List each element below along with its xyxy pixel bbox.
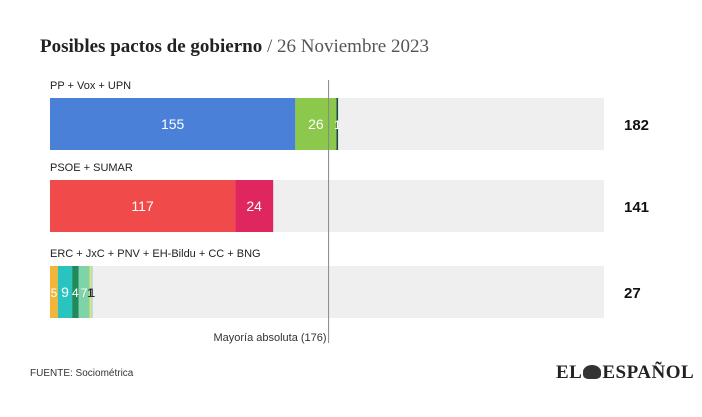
group-label: PP + Vox + UPN bbox=[50, 80, 131, 92]
chart-title: Posibles pactos de gobierno / 26 Noviemb… bbox=[40, 36, 429, 58]
chart-card: Posibles pactos de gobierno / 26 Noviemb… bbox=[18, 18, 694, 396]
group-label: ERC + JxC + PNV + EH-Bildu + CC + BNG bbox=[50, 248, 261, 260]
group-total: 27 bbox=[624, 285, 641, 302]
majority-label: Mayoría absoluta (176) bbox=[213, 332, 326, 344]
segment-label: 26 bbox=[308, 116, 324, 132]
title-date: 26 Noviembre 2023 bbox=[276, 36, 429, 57]
bar-track bbox=[50, 266, 604, 318]
group-total: 141 bbox=[624, 199, 649, 216]
bar-segment bbox=[72, 266, 79, 318]
eagle-icon bbox=[583, 365, 602, 379]
segment-label: 1 bbox=[87, 286, 94, 300]
segment-label: 7 bbox=[81, 286, 88, 300]
segment-label: 1 bbox=[89, 286, 96, 300]
segment-label: 24 bbox=[246, 198, 262, 214]
bar-segment bbox=[50, 180, 236, 232]
title-main: Posibles pactos de gobierno bbox=[40, 36, 263, 57]
bar-segment bbox=[235, 180, 274, 232]
stacked-bar-chart: PP + Vox + UPN 155 26 1 182 PSOE + SUMAR 117 24… bbox=[50, 80, 649, 344]
title-separator: / bbox=[262, 36, 277, 57]
segment-label: 4 bbox=[72, 286, 79, 300]
source-note: FUENTE: Sociométrica bbox=[30, 368, 134, 379]
segment-label: 117 bbox=[131, 198, 154, 214]
logo-text-right: ESPAÑOL bbox=[602, 362, 695, 383]
bar-segment bbox=[78, 266, 90, 318]
bar-segment bbox=[91, 266, 93, 318]
segment-label: 5 bbox=[51, 286, 58, 300]
bar-segment bbox=[50, 266, 58, 318]
segment-label: 155 bbox=[161, 116, 185, 132]
logo-text-left: EL bbox=[556, 362, 583, 383]
segment-label: 1 bbox=[334, 118, 341, 132]
bar-segment bbox=[336, 98, 339, 150]
bar-segment bbox=[89, 266, 92, 318]
bar-segment bbox=[50, 98, 296, 150]
bar-segment bbox=[295, 98, 337, 150]
group-label: PSOE + SUMAR bbox=[50, 162, 133, 174]
segment-label: 9 bbox=[61, 284, 69, 300]
group-total: 182 bbox=[624, 117, 649, 134]
bar-segment bbox=[57, 266, 73, 318]
el-espanol-logo: EL ESPAÑOL bbox=[556, 362, 694, 384]
